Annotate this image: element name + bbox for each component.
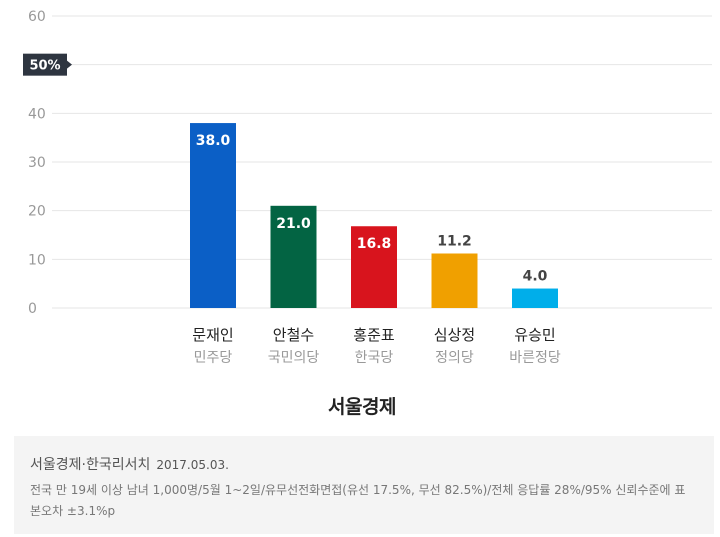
y-tick-label: 10 — [28, 252, 46, 268]
bar — [512, 288, 558, 308]
category-label: 문재인 — [192, 326, 233, 344]
category-sublabel: 한국당 — [355, 350, 394, 366]
y-tick-label: 60 — [28, 9, 46, 25]
bar — [431, 253, 478, 308]
y-tick-label: 20 — [28, 204, 46, 220]
y-tick-label: 40 — [28, 106, 46, 122]
bar-value-label: 21.0 — [276, 216, 311, 232]
category-sublabel: 바른정당 — [509, 350, 561, 366]
survey-date: 2017.05.03. — [156, 458, 229, 472]
y-tick-label: 30 — [28, 155, 46, 171]
category-sublabel: 민주당 — [194, 350, 233, 366]
bar-value-label: 11.2 — [437, 233, 472, 249]
survey-info-box: 서울경제·한국리서치 2017.05.03. 전국 만 19세 이상 남녀 1,0… — [14, 436, 714, 534]
category-label: 심상정 — [434, 326, 475, 344]
chart-source-title: 서울경제 — [328, 396, 396, 418]
bar-value-label: 4.0 — [523, 269, 548, 285]
bar — [190, 123, 236, 308]
highlight-tick-arrow — [67, 60, 72, 69]
category-label: 안철수 — [273, 326, 314, 344]
bar — [270, 205, 317, 308]
bar-value-label: 38.0 — [196, 133, 231, 149]
survey-methodology: 전국 만 19세 이상 남녀 1,000명/5월 1~2일/유무선전화면접(유선… — [30, 483, 686, 518]
highlight-tick-box — [23, 53, 67, 76]
y-tick-label: 0 — [28, 301, 37, 317]
category-sublabel: 정의당 — [435, 350, 474, 366]
bar — [351, 226, 397, 308]
category-label: 홍준표 — [353, 326, 395, 344]
category-sublabel: 국민의당 — [268, 350, 320, 366]
bar-value-label: 16.8 — [357, 236, 392, 252]
category-label: 유승민 — [514, 326, 555, 344]
y-tick-label: 50% — [29, 59, 60, 74]
survey-source: 서울경제·한국리서치 — [30, 457, 151, 473]
survey-source-line: 서울경제·한국리서치 2017.05.03. — [30, 454, 696, 474]
